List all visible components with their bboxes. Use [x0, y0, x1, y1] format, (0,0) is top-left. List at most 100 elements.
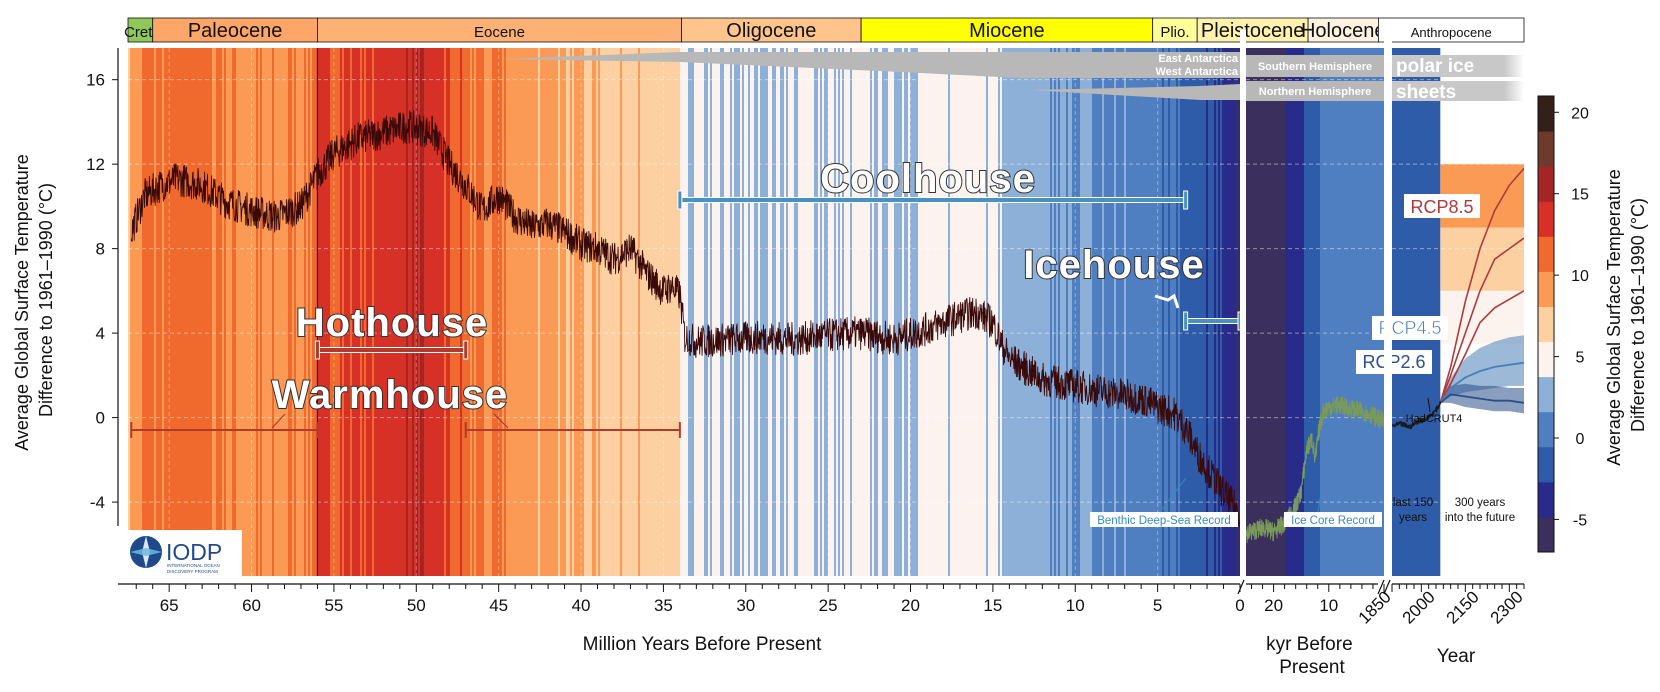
stripe — [308, 48, 311, 576]
polar-ice-band — [1392, 55, 1524, 77]
stripe — [1334, 48, 1337, 576]
stripe — [1018, 48, 1021, 576]
stripe — [1002, 48, 1005, 576]
stripe — [860, 48, 863, 576]
stripe — [496, 48, 499, 576]
stripe — [268, 48, 271, 576]
stripe — [768, 48, 771, 576]
stripe — [730, 48, 733, 576]
stripe — [750, 48, 753, 576]
stripe — [138, 48, 141, 576]
stripe — [394, 48, 397, 576]
stripe — [498, 48, 501, 576]
stripe — [154, 48, 157, 576]
stripe — [298, 48, 301, 576]
epoch-box — [1152, 17, 1198, 43]
stripe — [516, 48, 519, 576]
stripe — [146, 48, 149, 576]
stripe — [892, 48, 895, 576]
stripe — [1364, 48, 1367, 576]
stripe — [284, 48, 287, 576]
iodp-logo: IODP INTERNATIONAL OCEAN DISCOVERY PROGR… — [124, 530, 242, 576]
stripe — [638, 48, 641, 576]
stripe — [1374, 48, 1377, 576]
stripe — [1292, 48, 1295, 576]
stripe — [600, 48, 603, 576]
stripe — [236, 48, 239, 576]
stripe — [474, 48, 477, 576]
stripe — [416, 48, 419, 576]
stripe — [736, 48, 739, 576]
stripe — [742, 48, 745, 576]
stripe — [564, 48, 567, 576]
stripe — [1106, 48, 1109, 576]
stripe — [614, 48, 617, 576]
hothouse-bracket-cap — [463, 340, 469, 360]
stripe — [752, 48, 755, 576]
stripe — [1348, 48, 1351, 576]
stripe — [1360, 48, 1363, 576]
stripe — [774, 48, 777, 576]
stripe — [642, 48, 645, 576]
ice-core-series-group — [1246, 395, 1384, 544]
stripe — [710, 48, 713, 576]
colorbar-swatch — [1538, 411, 1554, 448]
stripe — [1004, 48, 1007, 576]
stripe — [662, 48, 665, 576]
stripe — [786, 48, 789, 576]
stripe — [606, 48, 609, 576]
stripe — [406, 48, 409, 576]
rcp85-label: RCP8.5 — [1410, 197, 1473, 217]
stripe — [1216, 48, 1219, 576]
stripe — [844, 48, 847, 576]
stripe — [1058, 48, 1061, 576]
stripe — [1262, 48, 1265, 576]
epoch-box — [860, 17, 1154, 43]
stripe — [1160, 48, 1163, 576]
stripe — [1110, 48, 1113, 576]
label-coolhouse: Coolhouse — [820, 157, 1036, 201]
stripe — [578, 48, 581, 576]
stripe — [492, 48, 495, 576]
stripe — [592, 48, 595, 576]
stripe — [632, 48, 635, 576]
stripe — [522, 48, 525, 576]
stripe — [866, 48, 869, 576]
stripe — [326, 48, 329, 576]
stripe — [400, 48, 403, 576]
stripe — [442, 48, 445, 576]
stripe — [724, 48, 727, 576]
stripe — [654, 48, 657, 576]
stripe — [740, 48, 743, 576]
stripe — [1284, 48, 1287, 576]
stripe — [432, 48, 435, 576]
stripe — [1286, 48, 1289, 576]
stripe — [322, 48, 325, 576]
stripe — [818, 48, 821, 576]
stripe — [714, 48, 717, 576]
stripe — [424, 48, 427, 576]
ice-core-series-line — [1246, 395, 1384, 544]
stripe — [622, 48, 625, 576]
colorbar-swatch — [1538, 481, 1554, 518]
stripe — [414, 48, 417, 576]
stripe — [888, 48, 891, 576]
stripe — [170, 48, 173, 576]
colorbar-tick-label: 20 — [1571, 105, 1589, 122]
stripe — [1054, 48, 1057, 576]
stripe — [490, 48, 493, 576]
stripe — [546, 48, 549, 576]
stripe — [480, 48, 483, 576]
stripe — [1012, 48, 1015, 576]
sheets-band — [1392, 81, 1524, 101]
x-tick-label: 2000 — [1399, 587, 1439, 627]
stripe — [1220, 48, 1223, 576]
stripe — [1340, 48, 1343, 576]
stripe — [172, 48, 175, 576]
stripe — [822, 48, 825, 576]
stripe — [342, 48, 345, 576]
stripe — [1046, 48, 1049, 576]
stripe — [274, 48, 277, 576]
label-hothouse: Hothouse — [296, 301, 488, 345]
stripe — [366, 48, 369, 576]
